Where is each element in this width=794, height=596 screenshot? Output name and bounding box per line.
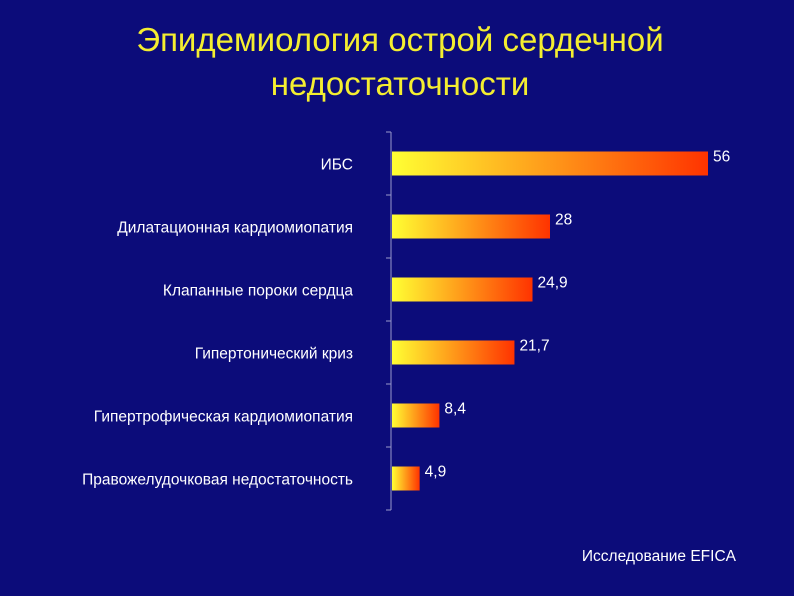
bar xyxy=(392,466,420,491)
title-line-2: недостаточности xyxy=(270,65,530,102)
category-label: Клапанные пороки сердца xyxy=(163,283,353,300)
bar xyxy=(392,214,550,239)
data-label: 56 xyxy=(713,149,730,166)
category-label: Гипертрофическая кардиомиопатия xyxy=(94,409,353,426)
category-label: Гипертонический криз xyxy=(195,346,353,363)
bar xyxy=(392,403,440,428)
category-label: Правожелудочковая недостаточность xyxy=(82,472,353,489)
title-line-1: Эпидемиология острой сердечной xyxy=(136,21,664,58)
bar xyxy=(392,340,515,365)
data-label: 21,7 xyxy=(519,338,549,355)
category-label: Дилатационная кардиомиопатия xyxy=(117,220,353,237)
slide-title: Эпидемиология острой сердечной недостато… xyxy=(60,18,740,106)
category-label: ИБС xyxy=(321,157,353,174)
data-label: 24,9 xyxy=(538,275,568,292)
bar xyxy=(392,151,708,176)
bar xyxy=(392,277,533,302)
data-label: 8,4 xyxy=(444,401,466,418)
data-label: 4,9 xyxy=(425,464,447,481)
source-note: Исследование EFICA xyxy=(581,548,736,565)
data-label: 28 xyxy=(555,212,572,229)
